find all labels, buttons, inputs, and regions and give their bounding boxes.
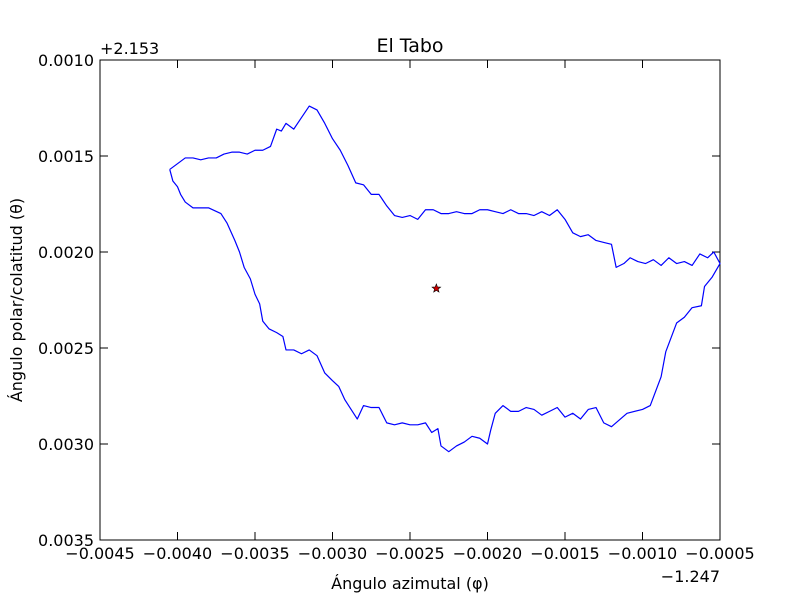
y-tick-label: 0.0030 [38, 435, 94, 454]
y-tick-labels: 0.0010 0.0015 0.0020 0.0025 0.0030 0.0035 [38, 51, 94, 550]
x-tick-label: −0.0015 [530, 544, 599, 563]
x-offset-label: −1.247 [661, 567, 720, 586]
tick-marks [99, 59, 721, 541]
y-offset-label: +2.153 [100, 39, 159, 58]
y-tick-label: 0.0010 [38, 51, 94, 70]
y-tick-label: 0.0020 [38, 243, 94, 262]
x-tick-labels: −0.0045 −0.0040 −0.0035 −0.0030 −0.0025 −0.00… [65, 544, 754, 563]
y-tick-label: 0.0015 [38, 147, 94, 166]
y-tick-label: 0.0035 [38, 531, 94, 550]
x-axis-label: Ángulo azimutal (φ) [331, 574, 489, 593]
x-tick-label: −0.0005 [685, 544, 754, 563]
plot-area [99, 59, 721, 541]
y-tick-label: 0.0025 [38, 339, 94, 358]
x-tick-label: −0.0045 [65, 544, 134, 563]
center-star-marker [431, 283, 442, 293]
x-tick-label: −0.0010 [608, 544, 677, 563]
chart-title: El Tabo [376, 35, 443, 57]
x-tick-label: −0.0025 [375, 544, 444, 563]
x-tick-label: −0.0035 [220, 544, 289, 563]
x-tick-label: −0.0030 [298, 544, 367, 563]
x-tick-label: −0.0020 [453, 544, 522, 563]
y-axis-label: Ángulo polar/colatitud (θ) [7, 198, 26, 402]
boundary-line [169, 105, 721, 453]
x-tick-label: −0.0040 [143, 544, 212, 563]
series-layer [169, 105, 721, 453]
